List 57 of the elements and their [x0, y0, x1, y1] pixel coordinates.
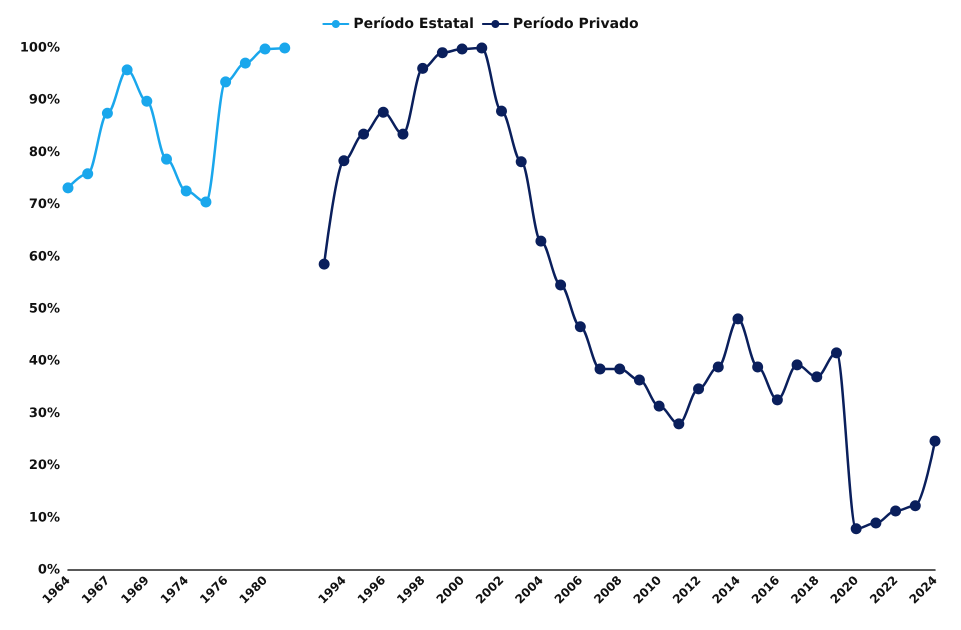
- y-tick-label: 60%: [28, 249, 60, 264]
- point: [161, 154, 172, 165]
- point: [910, 500, 921, 512]
- point: [378, 106, 389, 118]
- point: [397, 128, 408, 140]
- point: [870, 518, 882, 529]
- point: [555, 279, 566, 290]
- point: [574, 321, 586, 332]
- point: [693, 383, 704, 394]
- point: [200, 196, 212, 208]
- point: [594, 364, 606, 375]
- point: [535, 236, 546, 247]
- point: [930, 436, 940, 447]
- point: [338, 155, 350, 166]
- point: [890, 506, 902, 517]
- point: [141, 96, 152, 107]
- point: [260, 44, 271, 55]
- point: [358, 128, 370, 140]
- y-tick-label: 90%: [28, 92, 60, 108]
- point: [634, 374, 645, 386]
- point: [279, 42, 290, 54]
- legend-label: Período Estatal: [353, 16, 474, 32]
- point: [476, 42, 488, 54]
- point: [417, 62, 428, 74]
- point: [516, 156, 527, 168]
- point: [732, 313, 744, 324]
- point: [62, 182, 74, 194]
- point: [436, 47, 448, 58]
- point: [792, 359, 803, 370]
- point: [752, 361, 764, 372]
- point: [830, 347, 842, 358]
- point: [102, 108, 113, 119]
- point: [614, 364, 626, 375]
- point: [654, 400, 665, 412]
- point: [772, 394, 783, 406]
- point: [811, 371, 822, 382]
- point: [122, 64, 133, 76]
- point: [318, 258, 330, 270]
- point: [496, 106, 507, 117]
- point: [220, 76, 232, 88]
- point: [712, 361, 724, 372]
- legend-label: Período Privado: [512, 16, 640, 32]
- point: [180, 186, 192, 197]
- y-tick-label: 20%: [28, 458, 60, 474]
- y-tick-label: 100%: [20, 40, 60, 56]
- y-tick-label: 0%: [38, 562, 60, 578]
- point: [82, 168, 94, 180]
- y-tick-label: 40%: [28, 354, 60, 369]
- y-tick-label: 10%: [28, 510, 60, 526]
- y-tick-label: 50%: [28, 302, 60, 316]
- point: [240, 58, 251, 69]
- y-tick-label: 30%: [28, 406, 60, 421]
- point: [850, 523, 862, 534]
- point: [673, 418, 684, 430]
- y-tick-label: 70%: [28, 197, 60, 212]
- y-tick-label: 80%: [28, 144, 60, 160]
- point: [456, 44, 468, 55]
